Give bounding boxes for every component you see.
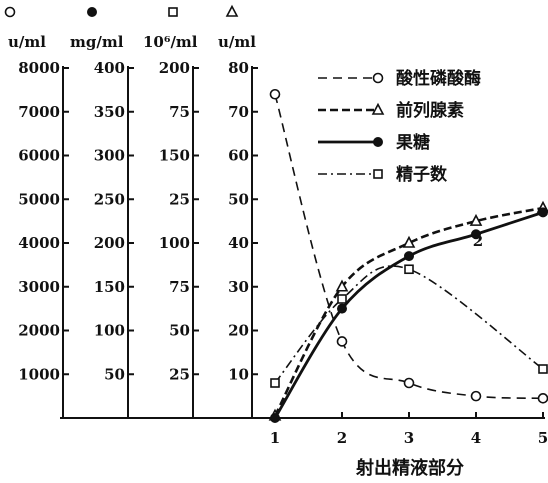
y-tick-label: 300 bbox=[94, 147, 125, 165]
y-axis-marker-2 bbox=[87, 7, 97, 17]
series-1-point bbox=[470, 390, 482, 402]
series-line-4 bbox=[274, 265, 544, 384]
y-tick-label: 200 bbox=[94, 234, 125, 252]
y-tick-label: 6000 bbox=[18, 147, 60, 165]
y-tick-label: 75 bbox=[169, 278, 190, 296]
y-tick-label: 30 bbox=[228, 278, 249, 296]
y-tick-label: 20 bbox=[228, 322, 249, 340]
series-3-point bbox=[270, 413, 280, 423]
y-tick-label: 25 bbox=[169, 365, 190, 383]
x-axis-label: 射出精液部分 bbox=[355, 457, 464, 479]
y-tick-label: 4000 bbox=[18, 234, 60, 252]
y-tick-label: 50 bbox=[104, 365, 125, 383]
series-2-point bbox=[469, 213, 483, 226]
y-tick-label: 100 bbox=[94, 322, 125, 340]
y-tick-label: 5000 bbox=[18, 190, 60, 208]
y-tick-label: 25 bbox=[169, 190, 190, 208]
axes-layer: 1 2 3 4 5 1000 2000 3000 4000 5000 6000 7000 8000 u/m… bbox=[4, 4, 548, 447]
y-tick-label: 50 bbox=[169, 322, 190, 340]
series-line-2 bbox=[273, 206, 544, 417]
y-tick-label: 250 bbox=[94, 190, 125, 208]
legend-marker-2 bbox=[371, 102, 385, 115]
legend-marker-3 bbox=[373, 137, 383, 147]
y-tick-label: 400 bbox=[94, 59, 125, 77]
y-tick-label: 75 bbox=[169, 103, 190, 121]
y-tick-label: 200 bbox=[159, 59, 190, 77]
annotation-label: 2 bbox=[473, 232, 483, 250]
x-tick-label: 3 bbox=[404, 429, 414, 447]
y-axis-unit-2: mg/ml bbox=[70, 33, 124, 51]
series-1-point bbox=[403, 377, 415, 389]
y-tick-label: 80 bbox=[228, 59, 249, 77]
y-tick-label: 350 bbox=[94, 103, 125, 121]
legend-marker-1 bbox=[372, 72, 384, 84]
y-tick-label: 50 bbox=[228, 190, 249, 208]
y-tick-label: 7000 bbox=[18, 103, 60, 121]
series-3-point bbox=[337, 303, 347, 314]
series-2-point bbox=[335, 279, 349, 292]
x-tick-label: 1 bbox=[270, 429, 280, 447]
series-line-1 bbox=[274, 94, 544, 400]
y-tick-label: 150 bbox=[94, 278, 125, 296]
x-tick-label: 5 bbox=[538, 429, 548, 447]
series-1-point bbox=[537, 393, 548, 404]
series-4-point bbox=[270, 378, 280, 388]
y-tick-label: 150 bbox=[159, 147, 190, 165]
y-tick-label: 60 bbox=[228, 147, 249, 165]
series-4-point bbox=[538, 364, 548, 374]
x-tick-label: 4 bbox=[471, 429, 481, 447]
y-axis-marker-3 bbox=[168, 7, 178, 17]
series-3-point bbox=[404, 251, 414, 262]
y-tick-label: 10 bbox=[228, 365, 249, 383]
legend-marker-4 bbox=[373, 169, 383, 179]
series-2-point bbox=[402, 235, 416, 248]
legend-label-1: 酸性磷酸酶 bbox=[396, 68, 481, 89]
y-axis-unit-4: u/ml bbox=[218, 33, 256, 51]
series-4-point bbox=[404, 264, 414, 275]
series-line-3 bbox=[273, 211, 544, 419]
legend-label-3: 果糖 bbox=[396, 132, 430, 153]
y-axis-marker-1 bbox=[4, 6, 16, 18]
series-4-point bbox=[337, 294, 347, 304]
series-1-point bbox=[336, 336, 348, 347]
y-tick-label: 40 bbox=[228, 234, 249, 252]
series-3-point bbox=[471, 229, 481, 240]
y-tick-label: 3000 bbox=[18, 278, 60, 296]
y-tick-label: 2000 bbox=[18, 322, 60, 340]
y-axis-marker-4 bbox=[225, 4, 239, 17]
series-3-point bbox=[538, 207, 548, 218]
y-axis-unit-1: u/ml bbox=[8, 33, 46, 51]
y-tick-label: 8000 bbox=[18, 59, 60, 77]
series-layer bbox=[268, 88, 548, 423]
legend-label-2: 前列腺素 bbox=[396, 100, 464, 121]
y-axis-unit-3: 10⁶/ml bbox=[143, 33, 198, 51]
legend-label-4: 精子数 bbox=[396, 164, 448, 185]
x-tick-label: 2 bbox=[337, 429, 347, 447]
y-tick-label: 1000 bbox=[18, 365, 60, 383]
y-tick-label: 70 bbox=[228, 103, 249, 121]
series-1-point bbox=[269, 88, 281, 100]
y-tick-label: 100 bbox=[159, 234, 190, 252]
